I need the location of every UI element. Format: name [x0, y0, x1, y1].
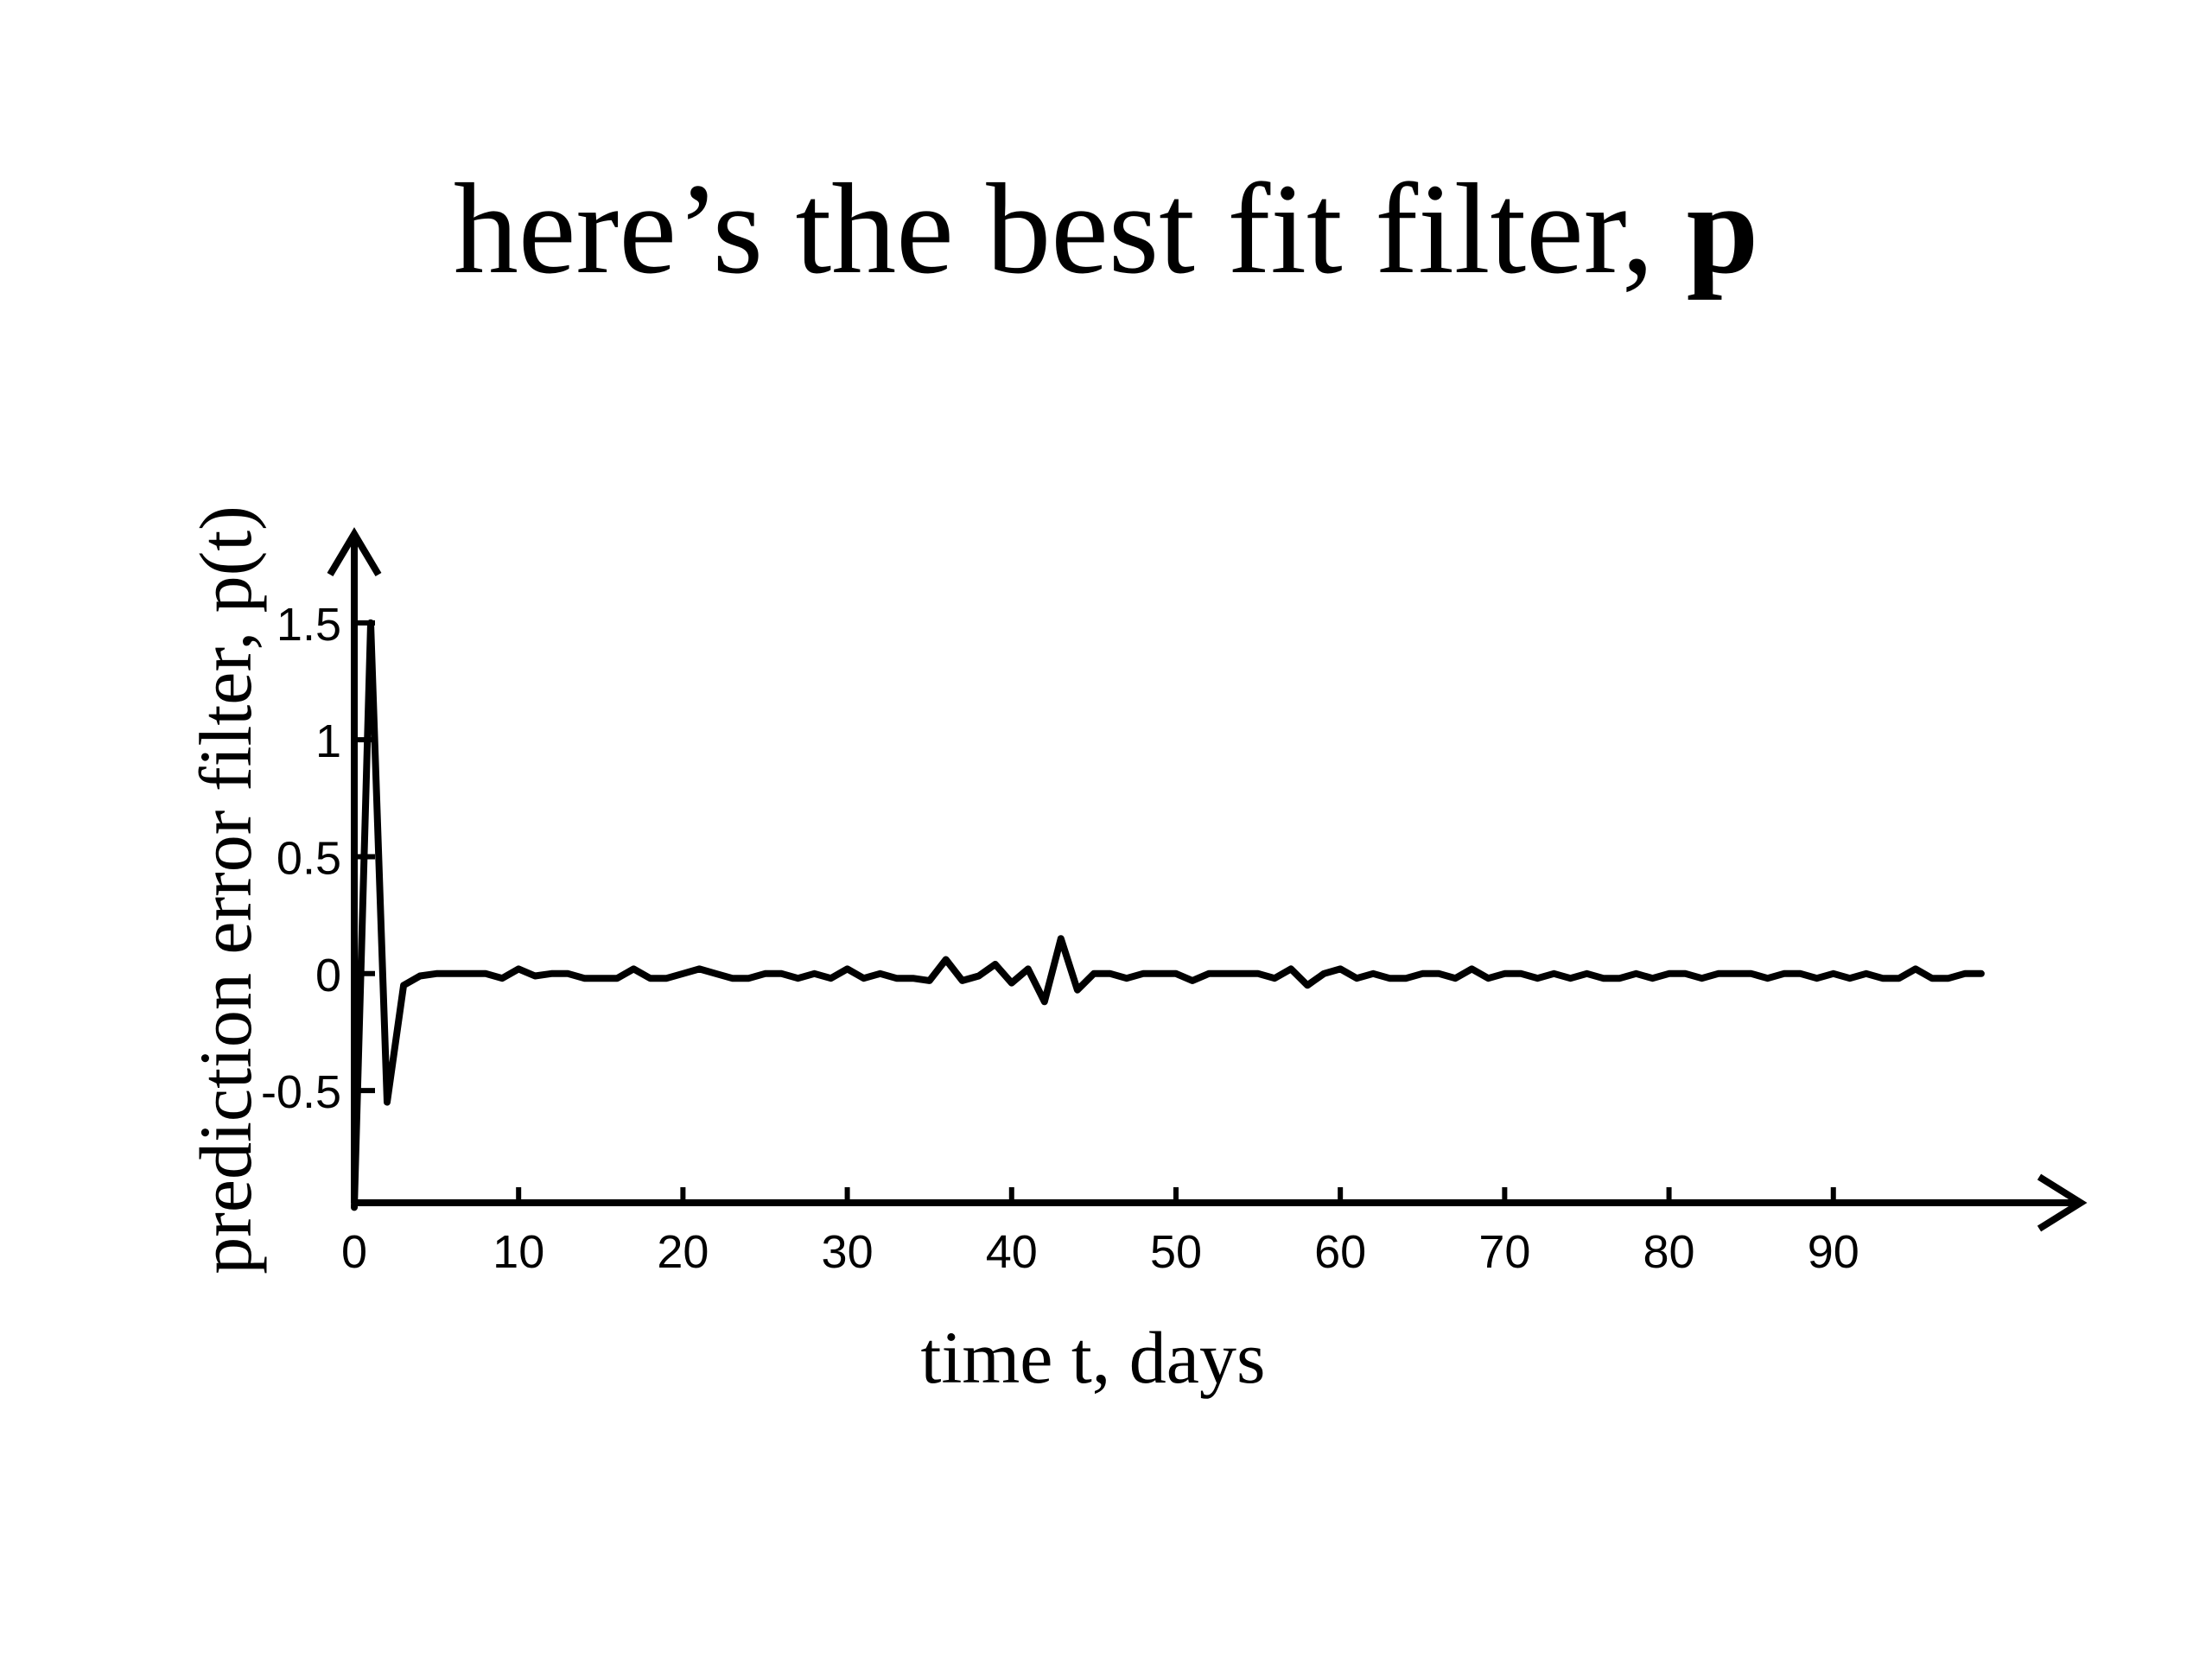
x-axis-title: time t, days — [921, 1316, 1266, 1399]
x-tick-label: 20 — [657, 1226, 709, 1278]
x-tick-label: 10 — [493, 1226, 544, 1278]
y-tick-label: 0.5 — [276, 832, 341, 884]
tick-labels: 0 10 20 30 40 50 60 70 80 90 -0.5 0 0.5 1 1.5 — [261, 599, 1859, 1278]
slide-title-text: here’s the best fit filter, — [453, 157, 1687, 301]
x-tick-label: 90 — [1808, 1226, 1859, 1278]
y-tick-label: -0.5 — [261, 1066, 341, 1118]
x-tick-label: 40 — [986, 1226, 1038, 1278]
x-tick-label: 50 — [1150, 1226, 1202, 1278]
x-tick-label: 60 — [1314, 1226, 1366, 1278]
x-tick-label: 0 — [341, 1226, 367, 1278]
slide-title-bold: p — [1686, 157, 1759, 301]
y-tick-label: 1.5 — [276, 599, 341, 651]
ticks — [352, 620, 1836, 1203]
x-tick-label: 30 — [822, 1226, 874, 1278]
y-axis-arrowhead — [327, 527, 382, 577]
axes — [327, 527, 2088, 1232]
x-tick-label: 80 — [1643, 1226, 1695, 1278]
series-line — [351, 619, 1985, 1211]
y-axis-title: prediction error filter, p(t) — [184, 505, 267, 1274]
slide-title: here’s the best fit filter, p — [0, 164, 2212, 294]
x-tick-label: 70 — [1478, 1226, 1530, 1278]
y-tick-label: 0 — [315, 950, 341, 1001]
x-axis-arrowhead — [2037, 1173, 2088, 1232]
series — [351, 619, 1985, 1211]
y-tick-label: 1 — [315, 715, 341, 767]
